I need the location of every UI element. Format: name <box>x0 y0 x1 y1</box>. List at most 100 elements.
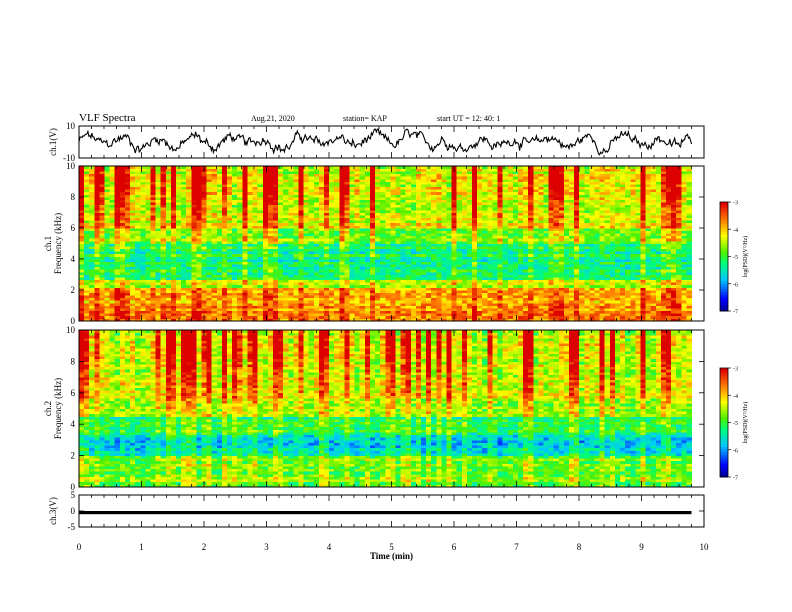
spec1-cell <box>558 261 565 265</box>
spec1-cell <box>395 240 401 244</box>
spec1-cell <box>528 243 534 247</box>
spec1-cell <box>109 308 116 312</box>
spec1-cell <box>89 230 95 234</box>
spec1-cell <box>227 318 233 322</box>
spec1-cell <box>288 240 294 244</box>
spec1-cell <box>84 220 90 224</box>
spec1-cell <box>211 230 218 234</box>
spec1-cell <box>211 220 218 224</box>
spec1-cell <box>431 279 437 283</box>
spec1-cell <box>614 269 621 273</box>
spec1-cell <box>344 269 350 273</box>
spec1-cell <box>497 230 504 234</box>
spec1-cell <box>221 290 228 293</box>
spec1-cell <box>415 315 422 319</box>
spec1-cell <box>492 300 498 304</box>
spec1-cell <box>242 274 248 278</box>
spec1-cell <box>589 279 595 283</box>
spec1-cell <box>359 305 366 309</box>
spec1-cell <box>390 287 396 291</box>
spec1-cell <box>308 310 315 314</box>
spec1-cell <box>165 243 172 247</box>
spec1-cell <box>211 300 218 304</box>
spec1-cell <box>599 240 606 244</box>
spec1-cell <box>369 264 376 268</box>
spec1-cell <box>175 253 182 257</box>
spec1-cell <box>517 302 524 306</box>
spec1-cell <box>579 292 585 296</box>
spec1-cell <box>288 215 294 219</box>
spec1-cell <box>237 290 243 293</box>
spec1-cell <box>201 269 207 273</box>
spec1-cell <box>221 238 228 242</box>
spec1-cell <box>640 300 646 304</box>
spec1-cell <box>288 233 294 237</box>
spec1-cell <box>206 240 213 244</box>
spec1-cell <box>446 287 452 291</box>
spec1-cell <box>211 297 218 301</box>
spec1-cell <box>431 295 437 299</box>
spec1-cell <box>461 295 468 299</box>
spec1-cell <box>216 256 223 260</box>
spec1-cell <box>553 302 560 306</box>
spec1-cell <box>145 313 151 317</box>
spec1-cell <box>385 308 391 312</box>
spec1-cell <box>665 292 672 296</box>
spec1-cell <box>543 290 549 293</box>
spec1-cell <box>665 315 672 319</box>
spec1-cell <box>482 243 488 247</box>
spec1-cell <box>339 215 345 219</box>
spec1-cell <box>640 277 646 281</box>
spec1-cell <box>130 287 136 291</box>
spec1-cell <box>181 305 187 309</box>
spec1-cell <box>625 295 631 299</box>
spec1-cell <box>375 264 381 268</box>
spec1-cell <box>359 248 366 252</box>
spec1-cell <box>201 240 207 244</box>
spec1-cell <box>482 284 488 288</box>
spec1-cell <box>175 248 182 252</box>
spec1-cell <box>604 287 611 291</box>
spec1-cell <box>558 310 565 314</box>
spec1-cell <box>364 259 371 262</box>
spec1-cell <box>446 259 452 262</box>
spec1-cell <box>538 240 544 244</box>
spec1-cell <box>267 315 274 319</box>
spec1-cell <box>415 318 422 322</box>
spec1-cell <box>385 222 391 226</box>
spec1-cell <box>569 302 575 306</box>
spec1-cell <box>298 233 304 237</box>
spec1-cell <box>599 228 606 231</box>
spec1-cell <box>523 266 529 270</box>
spec1-cell <box>523 246 529 250</box>
spec1-cell <box>375 269 381 273</box>
spec1-cell <box>676 246 682 250</box>
spec1-cell <box>267 253 274 257</box>
spec1-cell <box>216 251 223 255</box>
spec1-cell <box>155 264 162 268</box>
spec1-cell <box>671 233 677 237</box>
spec1-cell <box>257 215 264 219</box>
spec1-cell <box>400 261 407 265</box>
spec1-cell <box>405 279 412 283</box>
spec1-cell <box>635 240 641 244</box>
spec1-cell <box>502 305 509 309</box>
spec1-cell <box>400 308 407 312</box>
spec1-cell <box>574 243 580 247</box>
spec1-cell <box>604 315 611 319</box>
spec1-cell <box>237 295 243 299</box>
spec1-cell <box>569 292 575 296</box>
spec1-cell <box>359 271 366 275</box>
spec1-cell <box>665 287 672 291</box>
spec1-cell <box>227 269 233 273</box>
spec1-cell <box>298 259 304 262</box>
spec1-cell <box>436 279 442 283</box>
spec1-cell <box>426 256 432 260</box>
spec1-cell <box>507 274 514 278</box>
spec1-cell <box>329 266 335 270</box>
spec1-cell <box>415 287 422 291</box>
spec1-cell <box>94 277 100 281</box>
spec1-cell <box>579 302 585 306</box>
spec1-cell <box>543 302 549 306</box>
spec1-cell <box>375 259 381 262</box>
